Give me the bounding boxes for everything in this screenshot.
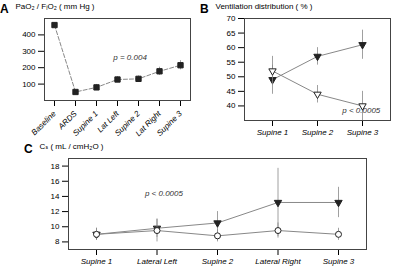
svg-text:16: 16 <box>51 177 60 186</box>
svg-text:Supine 2: Supine 2 <box>202 257 234 266</box>
svg-text:300: 300 <box>22 47 36 56</box>
html-text:C: C <box>24 142 33 156</box>
svg-text:55: 55 <box>227 58 236 67</box>
svg-text:65: 65 <box>227 29 236 38</box>
svg-text:p = 0.004: p = 0.004 <box>112 53 147 62</box>
svg-text:10: 10 <box>51 222 60 231</box>
svg-text:200: 200 <box>22 63 36 72</box>
svg-text:Supine 3: Supine 3 <box>155 109 184 138</box>
svg-text:Lat Left: Lat Left <box>95 109 121 135</box>
svg-text:Supine 1: Supine 1 <box>257 128 289 137</box>
html-text:B: B <box>200 2 209 16</box>
svg-text:Supine 3: Supine 3 <box>347 128 379 137</box>
svg-text:Supine 2: Supine 2 <box>113 109 142 138</box>
svg-text:100: 100 <box>22 80 36 89</box>
svg-text:Lateral Left: Lateral Left <box>137 257 178 266</box>
svg-text:Ventilation distribution ( % ): Ventilation distribution ( % ) <box>216 2 313 11</box>
svg-text:8: 8 <box>55 237 60 246</box>
svg-text:Supine 2: Supine 2 <box>302 128 334 137</box>
svg-text:Baseline: Baseline <box>30 109 58 137</box>
svg-text:Supine 1: Supine 1 <box>81 257 113 266</box>
svg-text:12: 12 <box>51 207 60 216</box>
svg-text:p < 0.0005: p < 0.0005 <box>341 106 381 115</box>
svg-text:PaO₂ / FᵢO₂ ( mm Hg ): PaO₂ / FᵢO₂ ( mm Hg ) <box>16 2 95 11</box>
svg-text:400: 400 <box>22 30 36 39</box>
svg-text:Lat Right: Lat Right <box>133 109 163 139</box>
svg-text:18: 18 <box>51 162 60 171</box>
svg-text:45: 45 <box>227 87 236 96</box>
svg-text:70: 70 <box>227 14 236 23</box>
svg-text:Supine 3: Supine 3 <box>323 257 355 266</box>
svg-text:14: 14 <box>51 192 60 201</box>
svg-text:40: 40 <box>227 101 236 110</box>
svg-text:Supine 1: Supine 1 <box>71 109 100 138</box>
svg-text:Cₛ ( mL / cmH₂O ): Cₛ ( mL / cmH₂O ) <box>40 142 104 151</box>
svg-text:60: 60 <box>227 43 236 52</box>
svg-text:p < 0.0005: p < 0.0005 <box>144 189 184 198</box>
html-text:A: A <box>0 2 9 16</box>
svg-text:ARDS: ARDS <box>56 109 79 132</box>
svg-text:Lateral Right: Lateral Right <box>255 257 301 266</box>
svg-text:50: 50 <box>227 72 236 81</box>
